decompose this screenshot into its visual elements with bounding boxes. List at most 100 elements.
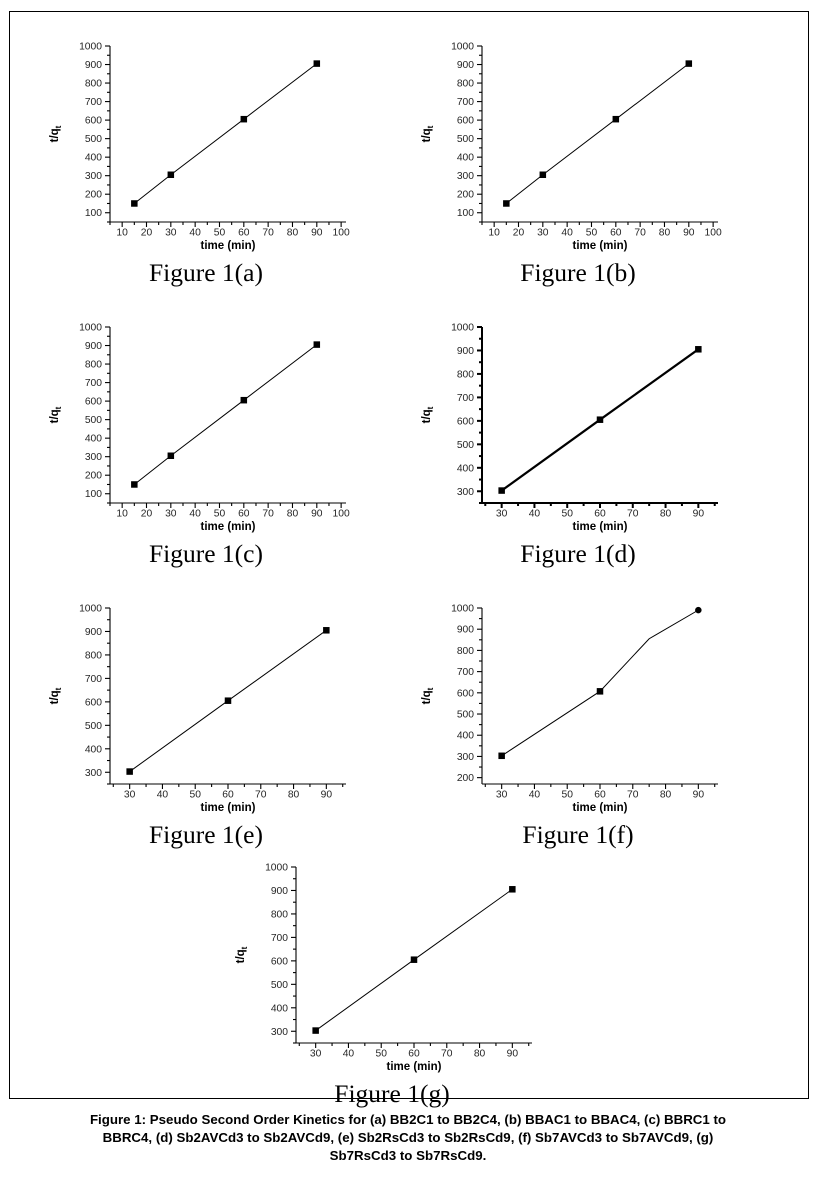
svg-text:60: 60 [408,1049,420,1060]
svg-text:80: 80 [288,790,300,801]
svg-text:40: 40 [157,790,169,801]
svg-text:t/qt: t/qt [421,125,435,142]
svg-text:10: 10 [488,228,500,239]
svg-text:900: 900 [85,627,102,638]
svg-text:70: 70 [262,228,274,239]
svg-text:60: 60 [238,228,250,239]
svg-text:40: 40 [561,228,573,239]
svg-text:500: 500 [457,134,474,145]
svg-text:90: 90 [311,228,323,239]
svg-text:800: 800 [271,909,288,920]
svg-text:100: 100 [85,208,102,219]
svg-text:30: 30 [537,228,549,239]
svg-text:t/qt: t/qt [49,406,63,423]
svg-text:t/qt: t/qt [49,125,63,142]
svg-text:700: 700 [457,97,474,108]
svg-text:t/qt: t/qt [49,687,63,704]
svg-text:700: 700 [457,667,474,678]
svg-text:1000: 1000 [451,42,474,53]
svg-text:80: 80 [474,1049,486,1060]
svg-text:700: 700 [457,393,474,404]
svg-text:90: 90 [693,790,705,801]
svg-text:50: 50 [214,228,226,239]
svg-text:700: 700 [271,933,288,944]
svg-text:900: 900 [457,625,474,636]
svg-text:t/qt: t/qt [421,406,435,423]
svg-text:900: 900 [85,60,102,71]
svg-text:500: 500 [85,721,102,732]
svg-text:70: 70 [441,1049,453,1060]
svg-text:100: 100 [85,489,102,500]
svg-text:500: 500 [85,134,102,145]
svg-text:400: 400 [457,731,474,742]
svg-text:t/qt: t/qt [421,687,435,704]
svg-text:50: 50 [375,1049,387,1060]
svg-text:50: 50 [561,509,573,520]
svg-text:900: 900 [85,341,102,352]
svg-text:time (min): time (min) [573,521,628,533]
svg-text:60: 60 [610,228,622,239]
svg-text:700: 700 [85,378,102,389]
svg-text:30: 30 [165,509,177,520]
svg-text:900: 900 [271,886,288,897]
svg-text:900: 900 [457,346,474,357]
svg-text:200: 200 [457,773,474,784]
svg-text:100: 100 [705,228,722,239]
svg-text:600: 600 [85,116,102,127]
svg-text:100: 100 [333,228,350,239]
svg-text:300: 300 [85,452,102,463]
svg-text:50: 50 [561,790,573,801]
svg-text:70: 70 [627,509,639,520]
svg-text:300: 300 [457,487,474,498]
svg-text:10: 10 [116,228,128,239]
svg-text:30: 30 [124,790,136,801]
svg-text:40: 40 [189,228,201,239]
svg-text:30: 30 [310,1049,322,1060]
svg-text:90: 90 [683,228,695,239]
svg-text:time (min): time (min) [573,240,628,252]
svg-text:200: 200 [457,190,474,201]
svg-text:50: 50 [214,509,226,520]
svg-text:30: 30 [165,228,177,239]
svg-text:40: 40 [529,790,541,801]
svg-text:600: 600 [457,688,474,699]
svg-text:400: 400 [85,153,102,164]
svg-text:100: 100 [457,208,474,219]
svg-text:10: 10 [116,509,128,520]
svg-text:400: 400 [85,744,102,755]
svg-text:70: 70 [634,228,646,239]
svg-text:50: 50 [189,790,201,801]
svg-text:80: 80 [660,790,672,801]
svg-text:400: 400 [271,1003,288,1014]
svg-text:500: 500 [271,980,288,991]
svg-text:500: 500 [85,415,102,426]
svg-text:80: 80 [287,509,299,520]
svg-text:30: 30 [496,509,508,520]
svg-text:40: 40 [189,509,201,520]
svg-text:800: 800 [457,79,474,90]
svg-text:800: 800 [457,369,474,380]
svg-text:70: 70 [262,509,274,520]
svg-text:400: 400 [457,153,474,164]
svg-text:600: 600 [271,956,288,967]
svg-text:40: 40 [529,509,541,520]
svg-text:70: 70 [627,790,639,801]
svg-text:60: 60 [594,509,606,520]
svg-text:600: 600 [457,416,474,427]
svg-text:1000: 1000 [79,323,102,334]
svg-text:90: 90 [507,1049,519,1060]
svg-text:400: 400 [457,463,474,474]
svg-text:300: 300 [457,752,474,763]
svg-text:90: 90 [321,790,333,801]
svg-text:800: 800 [85,360,102,371]
svg-text:time (min): time (min) [201,802,256,814]
svg-text:time (min): time (min) [387,1061,442,1073]
svg-text:200: 200 [85,190,102,201]
svg-text:t/qt: t/qt [235,946,249,963]
svg-text:700: 700 [85,674,102,685]
svg-text:500: 500 [457,710,474,721]
svg-text:30: 30 [496,790,508,801]
svg-text:400: 400 [85,434,102,445]
svg-text:200: 200 [85,471,102,482]
svg-text:time (min): time (min) [201,521,256,533]
